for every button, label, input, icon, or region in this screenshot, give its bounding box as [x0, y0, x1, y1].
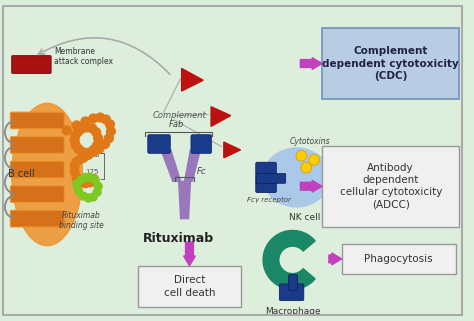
Circle shape	[90, 175, 99, 184]
Circle shape	[105, 134, 113, 143]
FancyArrow shape	[301, 58, 322, 69]
FancyBboxPatch shape	[10, 161, 64, 178]
Circle shape	[81, 117, 90, 126]
Polygon shape	[184, 150, 201, 181]
Circle shape	[78, 147, 87, 156]
Polygon shape	[161, 150, 181, 181]
FancyBboxPatch shape	[12, 56, 51, 74]
FancyBboxPatch shape	[10, 210, 64, 227]
Circle shape	[301, 162, 312, 173]
FancyBboxPatch shape	[279, 284, 304, 301]
Circle shape	[74, 187, 82, 195]
Circle shape	[63, 126, 71, 135]
Circle shape	[101, 115, 110, 124]
Circle shape	[309, 154, 319, 165]
Text: Fc: Fc	[196, 168, 206, 177]
Text: B cell: B cell	[8, 169, 35, 179]
Text: Rituximab: Rituximab	[143, 232, 214, 245]
Circle shape	[94, 182, 102, 190]
Circle shape	[83, 148, 92, 157]
Circle shape	[91, 177, 99, 184]
FancyBboxPatch shape	[256, 162, 276, 193]
Text: Fab: Fab	[169, 120, 184, 129]
FancyArrow shape	[183, 242, 195, 266]
Circle shape	[76, 177, 85, 186]
Circle shape	[89, 145, 98, 154]
Circle shape	[86, 178, 95, 187]
Text: Direct
cell death: Direct cell death	[164, 275, 215, 298]
Text: Complement
dependent cytotoxicity
(CDC): Complement dependent cytotoxicity (CDC)	[322, 46, 459, 81]
Circle shape	[75, 155, 84, 164]
Text: Macrophage: Macrophage	[265, 307, 320, 316]
FancyBboxPatch shape	[342, 244, 456, 273]
FancyBboxPatch shape	[256, 173, 286, 183]
Circle shape	[89, 193, 97, 201]
FancyBboxPatch shape	[10, 112, 64, 129]
Circle shape	[81, 179, 90, 188]
Text: Antibody
dependent
cellular cytotoxicity
(ADCC): Antibody dependent cellular cytotoxicity…	[339, 163, 442, 210]
Circle shape	[94, 134, 102, 143]
Circle shape	[83, 123, 92, 132]
Circle shape	[86, 173, 94, 181]
FancyBboxPatch shape	[10, 186, 64, 203]
Circle shape	[93, 188, 101, 196]
FancyBboxPatch shape	[10, 137, 64, 153]
Circle shape	[93, 141, 101, 150]
Circle shape	[100, 140, 109, 148]
Circle shape	[82, 173, 89, 181]
Ellipse shape	[12, 103, 82, 246]
Circle shape	[74, 144, 83, 153]
FancyBboxPatch shape	[191, 135, 211, 153]
Circle shape	[96, 113, 105, 122]
Text: 168: 168	[87, 152, 100, 158]
Circle shape	[78, 124, 87, 133]
Text: 175: 175	[85, 169, 98, 176]
Text: NK cell: NK cell	[289, 213, 320, 222]
Polygon shape	[182, 68, 203, 91]
Circle shape	[88, 124, 97, 133]
Circle shape	[74, 127, 83, 136]
Polygon shape	[179, 181, 191, 219]
Circle shape	[84, 194, 92, 202]
Circle shape	[72, 121, 81, 130]
Circle shape	[70, 167, 79, 176]
Circle shape	[89, 114, 98, 123]
Text: Cytotoxins: Cytotoxins	[290, 137, 330, 146]
Polygon shape	[224, 142, 240, 158]
FancyBboxPatch shape	[148, 135, 170, 153]
Circle shape	[71, 131, 80, 140]
Polygon shape	[263, 230, 315, 289]
Text: Phagocytosis: Phagocytosis	[364, 254, 433, 264]
Circle shape	[92, 128, 100, 137]
FancyBboxPatch shape	[322, 28, 459, 99]
Circle shape	[72, 157, 81, 166]
FancyBboxPatch shape	[322, 146, 459, 227]
Circle shape	[71, 141, 80, 150]
Ellipse shape	[263, 148, 330, 207]
Text: Complement: Complement	[152, 111, 206, 120]
FancyArrow shape	[329, 253, 342, 265]
Circle shape	[95, 144, 104, 153]
Text: Fcγ receptor: Fcγ receptor	[247, 197, 291, 203]
Circle shape	[106, 120, 114, 129]
Circle shape	[80, 192, 87, 200]
Circle shape	[73, 180, 81, 188]
Circle shape	[296, 151, 307, 161]
FancyBboxPatch shape	[138, 266, 240, 307]
Circle shape	[107, 127, 115, 136]
Text: Rituximab
binding site: Rituximab binding site	[59, 211, 104, 230]
Circle shape	[89, 147, 98, 156]
Polygon shape	[211, 107, 231, 126]
Circle shape	[79, 153, 88, 162]
FancyBboxPatch shape	[289, 274, 298, 290]
Circle shape	[70, 161, 79, 170]
FancyArrow shape	[301, 180, 322, 192]
Circle shape	[84, 151, 93, 159]
Circle shape	[77, 177, 84, 184]
Text: Membrane
attack complex: Membrane attack complex	[54, 47, 113, 66]
Circle shape	[70, 136, 79, 144]
Circle shape	[72, 173, 81, 182]
